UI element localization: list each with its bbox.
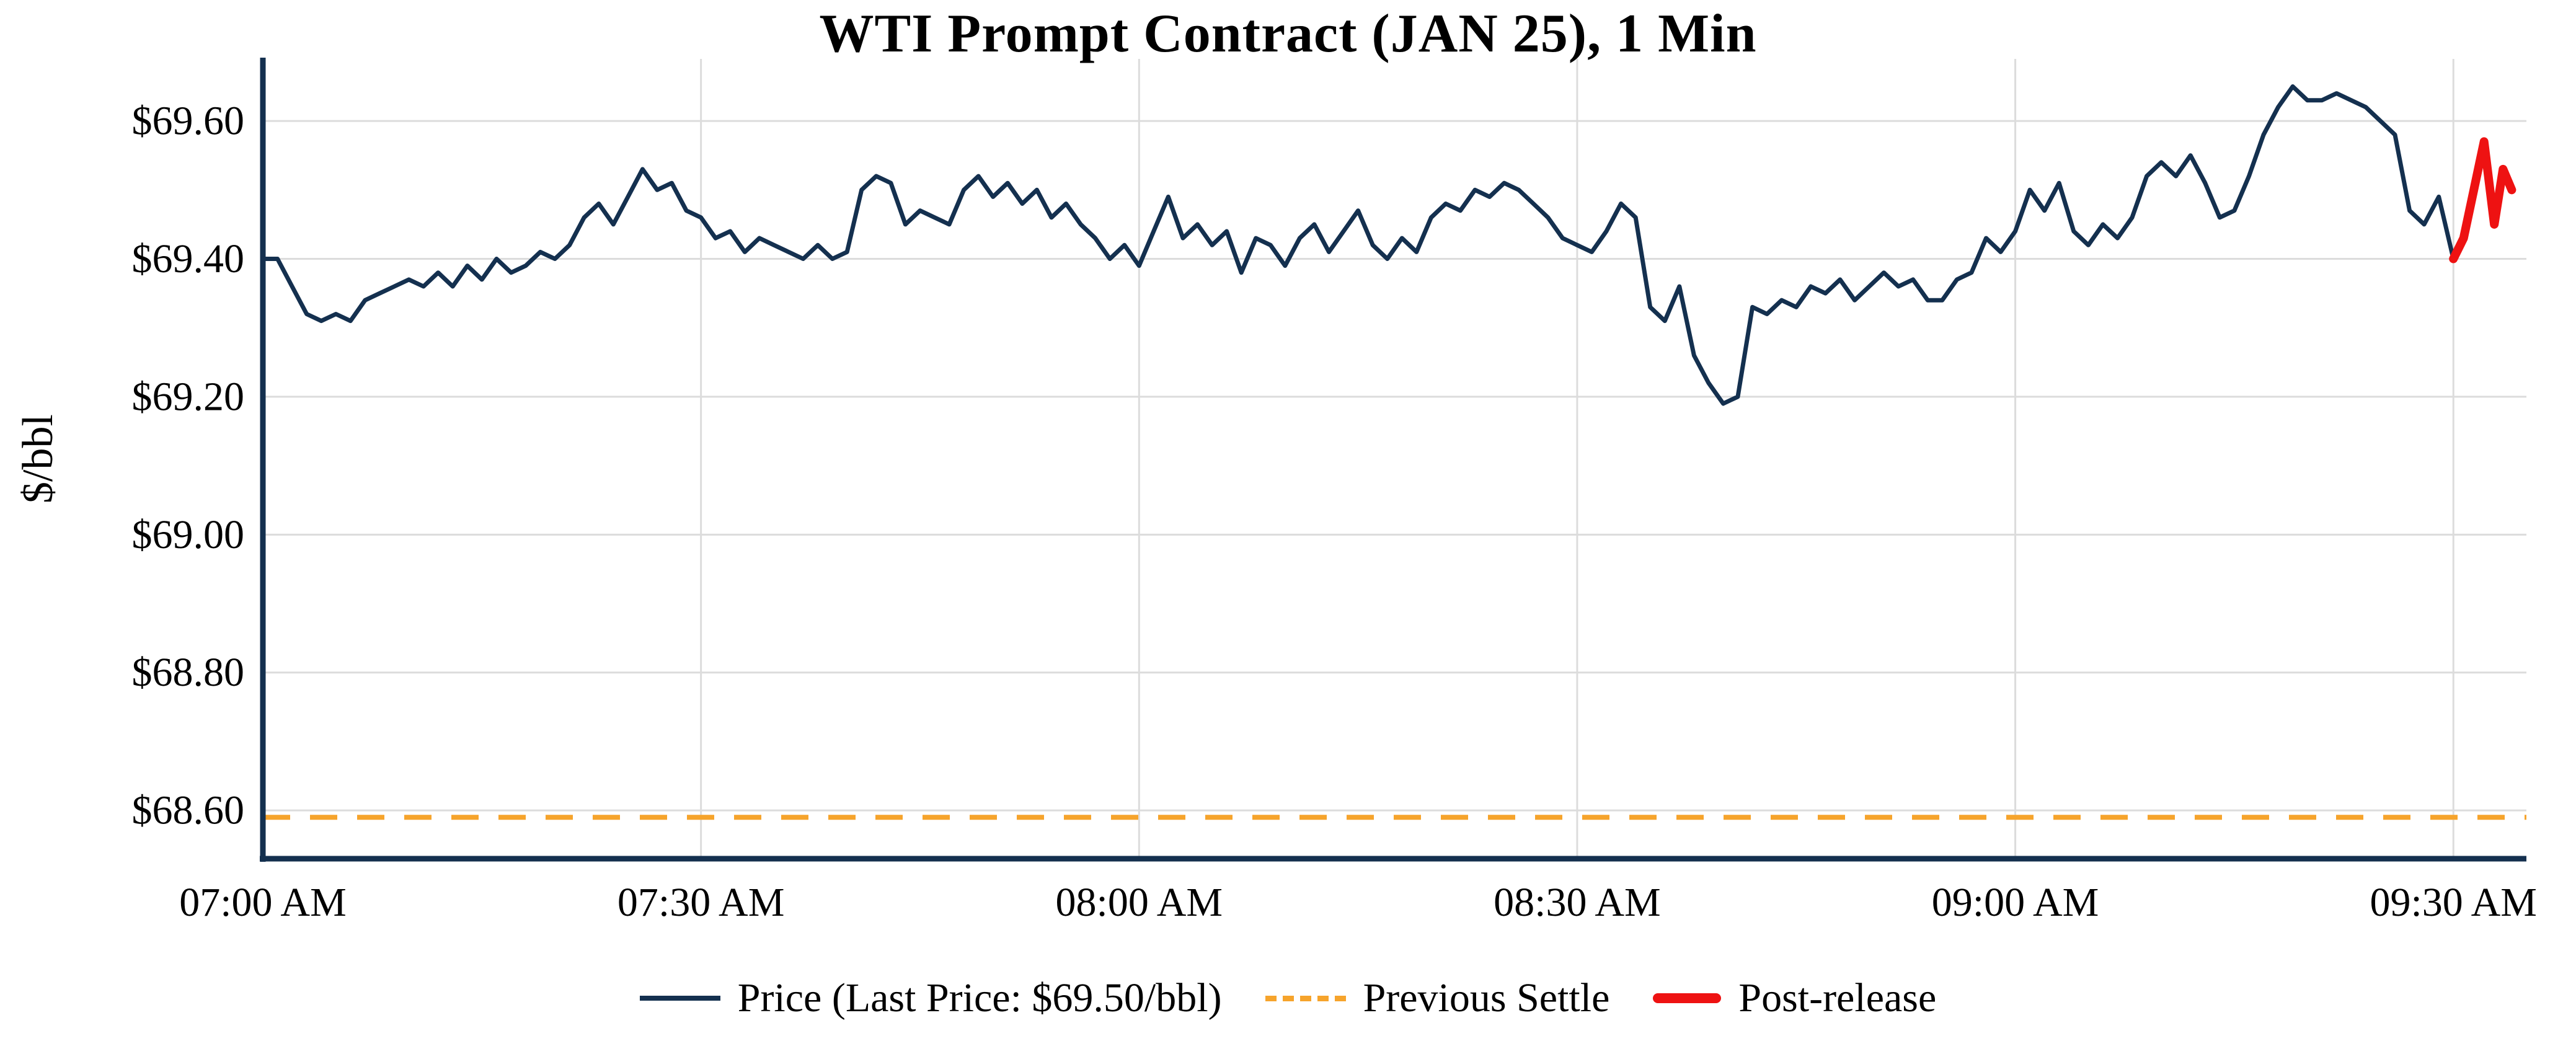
legend-settle-label: Previous Settle <box>1363 975 1610 1021</box>
legend-item-post-release: Post-release <box>1653 975 1936 1022</box>
legend-item-price: Price (Last Price: $69.50/bbl) <box>639 975 1222 1022</box>
x-tick-label: 08:00 AM <box>1056 880 1223 925</box>
chart-title: WTI Prompt Contract (JAN 25), 1 Min <box>819 4 1757 64</box>
post-release-swatch-icon <box>1653 993 1722 1003</box>
y-tick-label: $68.80 <box>132 650 245 695</box>
price-line-swatch-icon <box>639 996 720 1001</box>
x-tick-label: 07:30 AM <box>617 880 785 925</box>
legend-post-label: Post-release <box>1738 975 1937 1021</box>
legend: Price (Last Price: $69.50/bbl) Previous … <box>0 975 2576 1022</box>
x-tick-label: 07:00 AM <box>179 880 347 925</box>
y-tick-label: $69.40 <box>132 236 245 281</box>
legend-item-previous-settle: Previous Settle <box>1265 975 1610 1022</box>
post-release-series-line <box>2449 137 2516 264</box>
previous-settle-dashed-swatch-icon <box>1265 995 1346 1001</box>
price-series-line <box>260 84 2456 406</box>
y-tick-label: $69.00 <box>132 512 245 557</box>
x-tick-label: 09:30 AM <box>2370 880 2537 925</box>
y-tick-label: $69.20 <box>132 374 245 419</box>
y-tick-label: $69.60 <box>132 99 245 144</box>
x-tick-label: 09:00 AM <box>1932 880 2099 925</box>
x-tick-label: 08:30 AM <box>1494 880 1661 925</box>
y-tick-label: $68.60 <box>132 788 245 833</box>
legend-price-label: Price (Last Price: $69.50/bbl) <box>737 975 1222 1021</box>
